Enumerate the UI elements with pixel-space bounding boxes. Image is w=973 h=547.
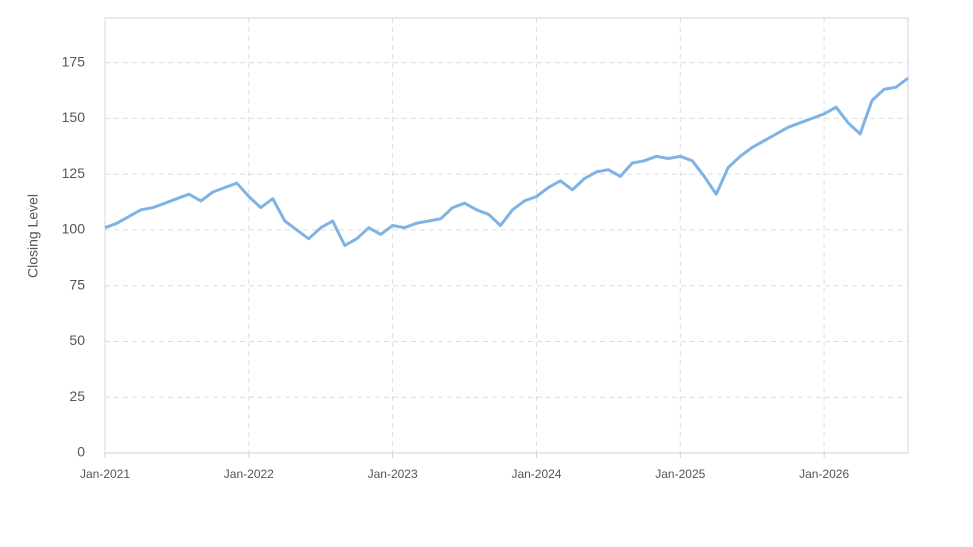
x-tick-label: Jan-2026 xyxy=(799,467,849,481)
x-tick-label: Jan-2021 xyxy=(80,467,130,481)
y-axis-label: Closing Level xyxy=(25,194,41,278)
x-tick-label: Jan-2024 xyxy=(511,467,561,481)
line xyxy=(104,77,909,247)
y-tick-label: 100 xyxy=(62,221,86,237)
y-tick-label: 50 xyxy=(69,332,85,348)
plot-frame xyxy=(104,17,909,454)
y-tick-label: 75 xyxy=(69,276,85,292)
y-tick-label: 125 xyxy=(62,165,86,181)
x-tick-label: Jan-2022 xyxy=(224,467,274,481)
y-tick-label: 25 xyxy=(69,388,85,404)
y-tick-label: 0 xyxy=(77,444,85,460)
x-tick-label: Jan-2023 xyxy=(368,467,418,481)
y-tick-label: 175 xyxy=(62,53,86,69)
y-tick-label: 150 xyxy=(62,109,86,125)
x-tick-label: Jan-2025 xyxy=(655,467,705,481)
